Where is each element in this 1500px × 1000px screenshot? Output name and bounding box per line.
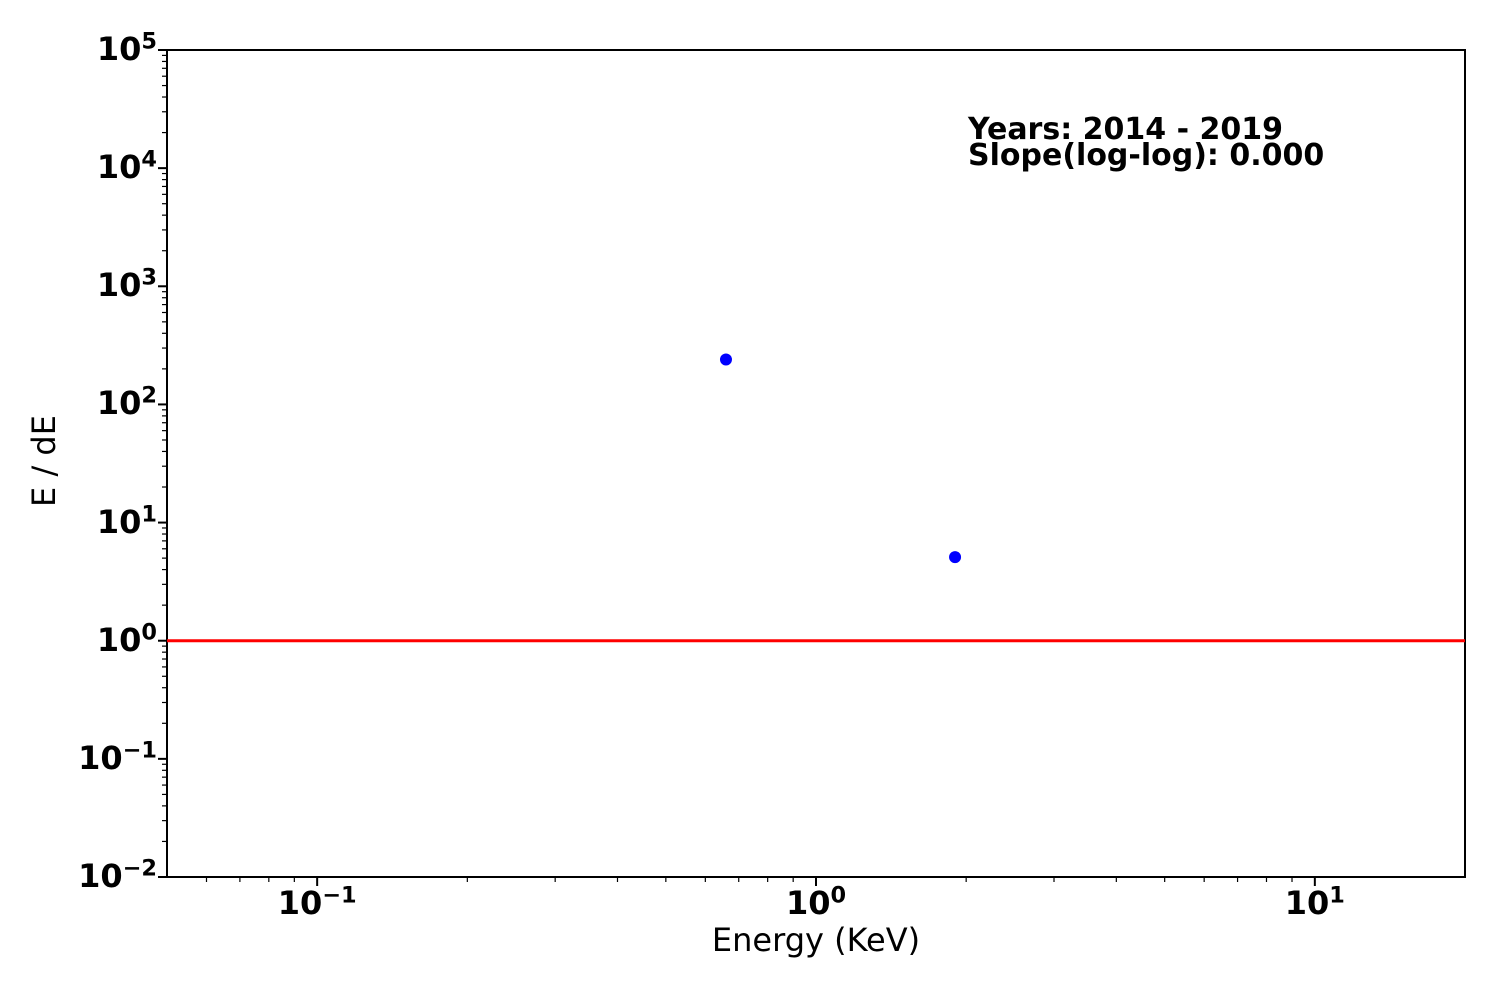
- y-tick-label: 100: [96, 619, 157, 659]
- y-axis-label: E / dE: [25, 415, 63, 507]
- annotation-block: Years: 2014 - 2019 Slope(log-log): 0.000: [968, 112, 1325, 173]
- x-axis-label: Energy (KeV): [711, 921, 921, 959]
- annotation-years: Years: 2014 - 2019: [968, 112, 1283, 147]
- y-tick-label: 102: [96, 382, 157, 423]
- y-tick-label: 101: [96, 500, 157, 541]
- y-tick-label: 104: [96, 146, 157, 187]
- y-tick-label: 10−1: [78, 737, 157, 777]
- x-tick-label: 10−1: [277, 882, 357, 922]
- y-tick-label: 103: [96, 264, 157, 305]
- y-tick-label: 105: [96, 28, 157, 68]
- data-point: [719, 353, 732, 366]
- y-tick-label: 10−2: [78, 855, 157, 895]
- x-tick-label: 101: [1284, 882, 1345, 922]
- x-tick-label: 100: [785, 882, 847, 922]
- data-point: [949, 551, 962, 564]
- annotation-slope: Slope(log-log): 0.000: [968, 138, 1325, 173]
